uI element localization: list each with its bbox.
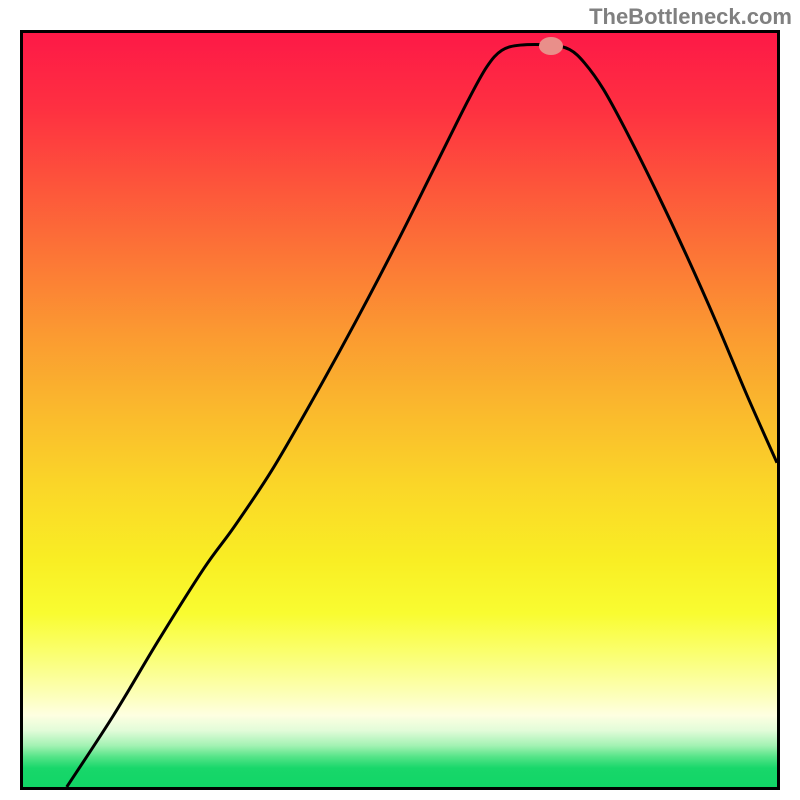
watermark-text: TheBottleneck.com [589,4,792,30]
chart-container: TheBottleneck.com [0,0,800,800]
bottleneck-curve [23,33,777,787]
plot-area [20,30,780,790]
optimal-point-marker [539,37,563,55]
plot-inner [23,33,777,787]
